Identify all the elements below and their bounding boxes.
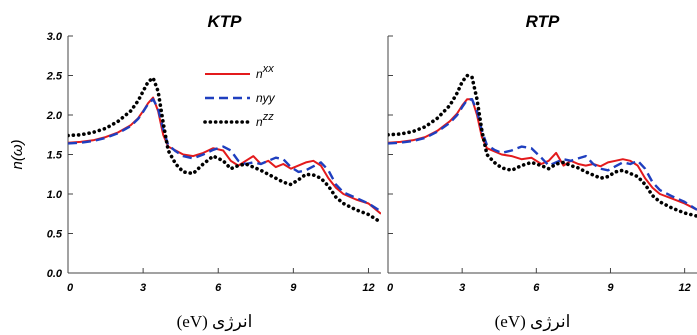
x-tick-label: 9: [290, 282, 297, 294]
legend-label-base: nyy: [256, 91, 276, 105]
panel-ktp: 0.0 0.5 1.0 1.5 2.0 2.5 3.0 0 3 6 9 12 KTP (eV) انرژی…: [9, 12, 381, 332]
x-tick-label: 0: [387, 282, 394, 294]
x-tick-label: 12: [362, 282, 374, 294]
x-tick-label: 9: [607, 282, 614, 294]
x-tick-label: 6: [215, 282, 222, 294]
x-tick-label: 6: [533, 282, 540, 294]
x-tick-label: 0: [67, 282, 74, 294]
series-line-dashed: [68, 97, 381, 213]
series-group: [68, 76, 381, 225]
panel-title: KTP: [208, 12, 243, 31]
legend-label-sup: zz: [262, 111, 275, 123]
y-tick-label: 2.5: [46, 71, 63, 83]
legend-label-base: n: [256, 115, 263, 129]
legend-label-sup: xx: [262, 63, 275, 75]
legend-label: nyy: [256, 91, 276, 105]
series-group: [388, 73, 697, 218]
x-tick-label: 3: [140, 282, 146, 294]
y-tick-label: 0.0: [47, 268, 63, 280]
y-tick-label: 1.0: [47, 189, 63, 201]
y-tick-label: 1.5: [47, 150, 63, 162]
legend-label: nxx: [256, 63, 274, 81]
y-tick-label: 3.0: [47, 31, 63, 43]
x-axis-label: (eV) انرژی: [495, 312, 571, 332]
x-axis-label: (eV) انرژی: [177, 312, 253, 332]
series-line-dotted: [68, 76, 381, 225]
x-tick-label: 3: [459, 282, 465, 294]
panel-title: RTP: [526, 12, 560, 31]
series-line-dashed: [388, 97, 697, 211]
legend-label: nzz: [256, 111, 274, 129]
y-axis-label: n(ω): [9, 139, 26, 169]
series-line-dotted: [388, 73, 697, 218]
y-tick-label: 0.5: [47, 229, 63, 241]
x-tick-label: 12: [679, 282, 691, 294]
y-tick-label: 2.0: [46, 110, 63, 122]
legend-label-base: n: [256, 67, 263, 81]
panel-rtp: 0 3 6 9 12 RTP (eV) انرژی: [387, 12, 697, 332]
